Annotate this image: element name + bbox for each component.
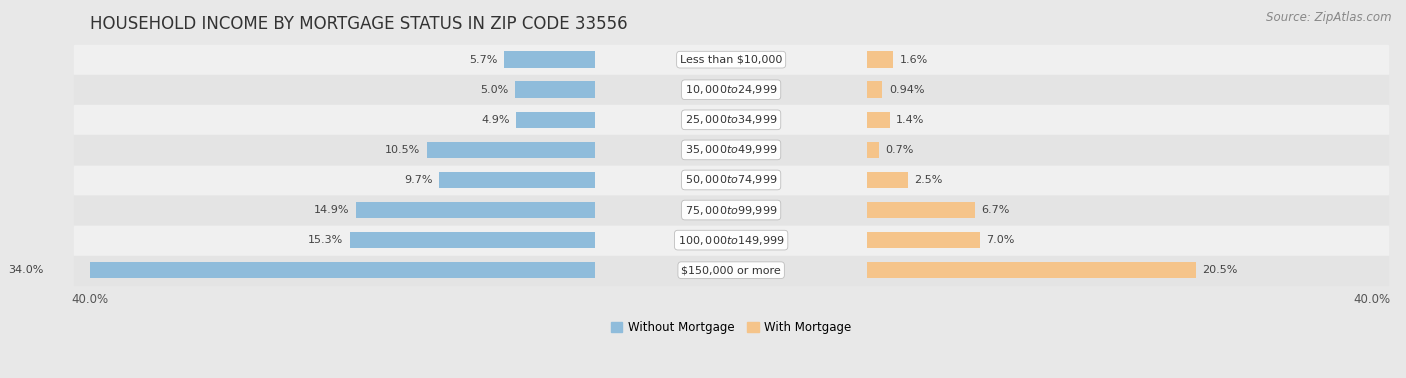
Bar	[75, 105, 1389, 134]
Text: Source: ZipAtlas.com: Source: ZipAtlas.com	[1267, 11, 1392, 24]
Bar	[356, 202, 595, 218]
Bar	[75, 166, 1389, 194]
Legend: Without Mortgage, With Mortgage: Without Mortgage, With Mortgage	[606, 316, 856, 339]
Bar	[426, 142, 595, 158]
Bar	[868, 51, 893, 68]
Text: 20.5%: 20.5%	[1202, 265, 1237, 275]
Text: $75,000 to $99,999: $75,000 to $99,999	[685, 203, 778, 217]
Bar	[868, 172, 907, 188]
Bar	[503, 51, 595, 68]
Text: 5.0%: 5.0%	[479, 85, 509, 95]
Bar	[350, 232, 595, 248]
Text: $25,000 to $34,999: $25,000 to $34,999	[685, 113, 778, 126]
Bar	[868, 232, 980, 248]
Bar	[75, 226, 1389, 254]
Text: $50,000 to $74,999: $50,000 to $74,999	[685, 174, 778, 186]
Text: 2.5%: 2.5%	[914, 175, 942, 185]
Text: 9.7%: 9.7%	[405, 175, 433, 185]
Text: 6.7%: 6.7%	[981, 205, 1010, 215]
Text: $35,000 to $49,999: $35,000 to $49,999	[685, 143, 778, 156]
Bar	[75, 256, 1389, 285]
Text: 5.7%: 5.7%	[468, 55, 498, 65]
Bar	[75, 45, 1389, 74]
Text: 1.6%: 1.6%	[900, 55, 928, 65]
Text: Less than $10,000: Less than $10,000	[681, 55, 782, 65]
Text: 34.0%: 34.0%	[8, 265, 44, 275]
Text: 7.0%: 7.0%	[986, 235, 1015, 245]
Text: $10,000 to $24,999: $10,000 to $24,999	[685, 83, 778, 96]
Bar	[75, 195, 1389, 225]
Bar	[868, 82, 883, 98]
Bar	[439, 172, 595, 188]
Text: 14.9%: 14.9%	[314, 205, 350, 215]
Text: HOUSEHOLD INCOME BY MORTGAGE STATUS IN ZIP CODE 33556: HOUSEHOLD INCOME BY MORTGAGE STATUS IN Z…	[90, 15, 627, 33]
Bar	[516, 112, 595, 128]
Text: $150,000 or more: $150,000 or more	[682, 265, 780, 275]
Bar	[868, 142, 879, 158]
Text: 0.7%: 0.7%	[884, 145, 914, 155]
Bar	[75, 75, 1389, 104]
Bar	[75, 135, 1389, 164]
Bar	[868, 112, 890, 128]
Text: 0.94%: 0.94%	[889, 85, 924, 95]
Text: 15.3%: 15.3%	[308, 235, 343, 245]
Text: 1.4%: 1.4%	[896, 115, 925, 125]
Bar	[868, 262, 1197, 279]
Text: $100,000 to $149,999: $100,000 to $149,999	[678, 234, 785, 246]
Bar	[49, 262, 595, 279]
Text: 10.5%: 10.5%	[385, 145, 420, 155]
Text: 4.9%: 4.9%	[481, 115, 510, 125]
Bar	[868, 202, 974, 218]
Bar	[515, 82, 595, 98]
